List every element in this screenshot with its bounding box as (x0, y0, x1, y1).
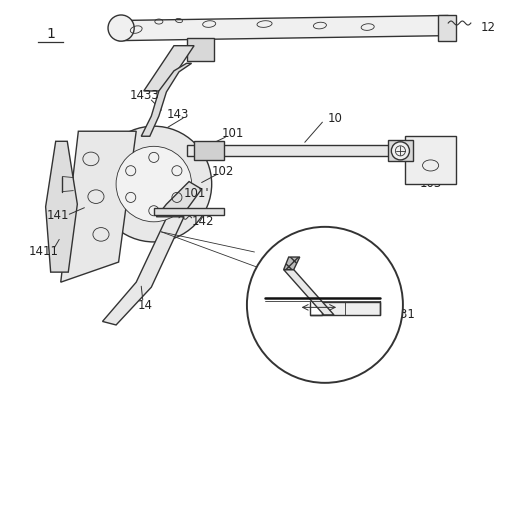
Text: 1411: 1411 (29, 245, 59, 258)
Polygon shape (156, 182, 201, 217)
Text: 101: 101 (222, 126, 244, 139)
Text: 10: 10 (327, 112, 343, 124)
Text: 12: 12 (481, 21, 496, 34)
Text: 142: 142 (192, 215, 214, 228)
Text: 1433: 1433 (130, 89, 160, 103)
Text: d: d (280, 301, 288, 314)
Polygon shape (405, 137, 456, 185)
Polygon shape (186, 146, 395, 157)
Polygon shape (102, 213, 184, 325)
Circle shape (116, 147, 192, 222)
Text: 1423: 1423 (315, 248, 345, 261)
Polygon shape (388, 141, 413, 162)
Circle shape (391, 142, 409, 161)
Polygon shape (61, 132, 136, 283)
Text: 1: 1 (46, 27, 55, 41)
Text: 1431: 1431 (385, 307, 415, 320)
Text: 102: 102 (212, 165, 235, 178)
Text: 101': 101' (184, 187, 209, 199)
Polygon shape (310, 302, 380, 315)
Polygon shape (144, 46, 194, 92)
Text: 1421: 1421 (304, 274, 334, 287)
Circle shape (96, 127, 212, 242)
Text: 141: 141 (47, 209, 70, 221)
Circle shape (108, 16, 134, 42)
Text: 143: 143 (167, 108, 189, 120)
Polygon shape (194, 142, 224, 161)
Polygon shape (119, 17, 448, 41)
Text: 1432: 1432 (279, 329, 309, 342)
Polygon shape (141, 64, 192, 137)
Text: 14: 14 (137, 299, 152, 312)
Polygon shape (154, 209, 224, 216)
Polygon shape (46, 142, 77, 273)
Polygon shape (284, 258, 300, 270)
Text: 103: 103 (419, 177, 442, 190)
Polygon shape (438, 17, 456, 41)
Polygon shape (186, 39, 214, 62)
Polygon shape (284, 270, 334, 315)
Circle shape (247, 227, 403, 383)
